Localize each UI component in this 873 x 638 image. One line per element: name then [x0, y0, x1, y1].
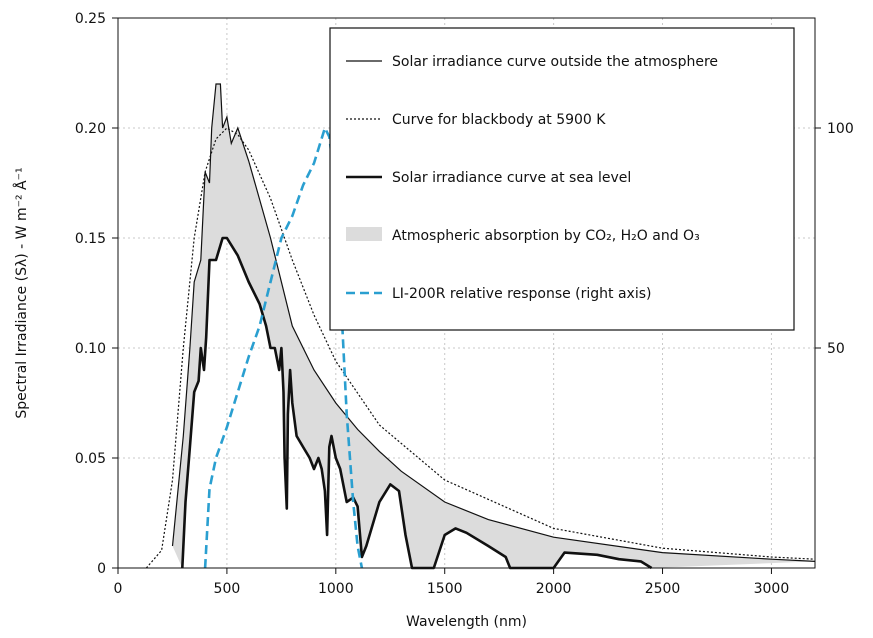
axes: 0 500 1000 1500 2000 2500 3000 0 0.05 0.10 0.15 0.2…: [75, 11, 854, 597]
x-axis-title: Wavelength (nm): [406, 614, 527, 630]
y-tick-label: 0.15: [75, 231, 106, 247]
y-tick-label: 0.05: [75, 451, 106, 467]
y2-tick-label: 100: [827, 121, 854, 137]
atmospheric-absorption-area: [172, 84, 815, 568]
legend: Solar irradiance curve outside the atmos…: [329, 27, 795, 331]
series-line-li-200r-relative-response-right-axis: [203, 124, 364, 569]
x-tick-label: 2500: [645, 581, 681, 597]
series-lines: [145, 83, 816, 570]
y-tick-label: 0.20: [75, 121, 106, 137]
legend-label: LI-200R relative response (right axis): [392, 286, 652, 302]
x-tick-label: 1000: [318, 581, 354, 597]
y-tick-label: 0: [97, 561, 106, 577]
x-tick-label: 1500: [427, 581, 463, 597]
legend-label: Solar irradiance curve at sea level: [392, 170, 631, 186]
y2-tick-label: 50: [827, 341, 845, 357]
legend-label: Solar irradiance curve outside the atmos…: [392, 54, 718, 70]
x-tick-label: 0: [114, 581, 123, 597]
series-line-solar-irradiance-curve-outside-the-atmosphere: [171, 83, 816, 562]
legend-box: [329, 27, 795, 331]
legend-label: Curve for blackbody at 5900 K: [392, 112, 606, 128]
x-tick-label: 2000: [536, 581, 572, 597]
x-tick-label: 500: [214, 581, 241, 597]
legend-swatch: [346, 227, 382, 241]
x-tick-label: 3000: [754, 581, 790, 597]
y-tick-label: 0.10: [75, 341, 106, 357]
y-axis-title: Spectral Irradiance (Sλ) - W m⁻² Å⁻¹: [13, 167, 30, 418]
y-tick-label: 0.25: [75, 11, 106, 27]
legend-label: Atmospheric absorption by CO₂, H₂O and O…: [392, 228, 700, 244]
plot-frame: [117, 17, 816, 569]
series-line-solar-irradiance-curve-at-sea-level: [181, 236, 653, 570]
series-line-curve-for-blackbody-at-5900-k: [145, 127, 816, 569]
